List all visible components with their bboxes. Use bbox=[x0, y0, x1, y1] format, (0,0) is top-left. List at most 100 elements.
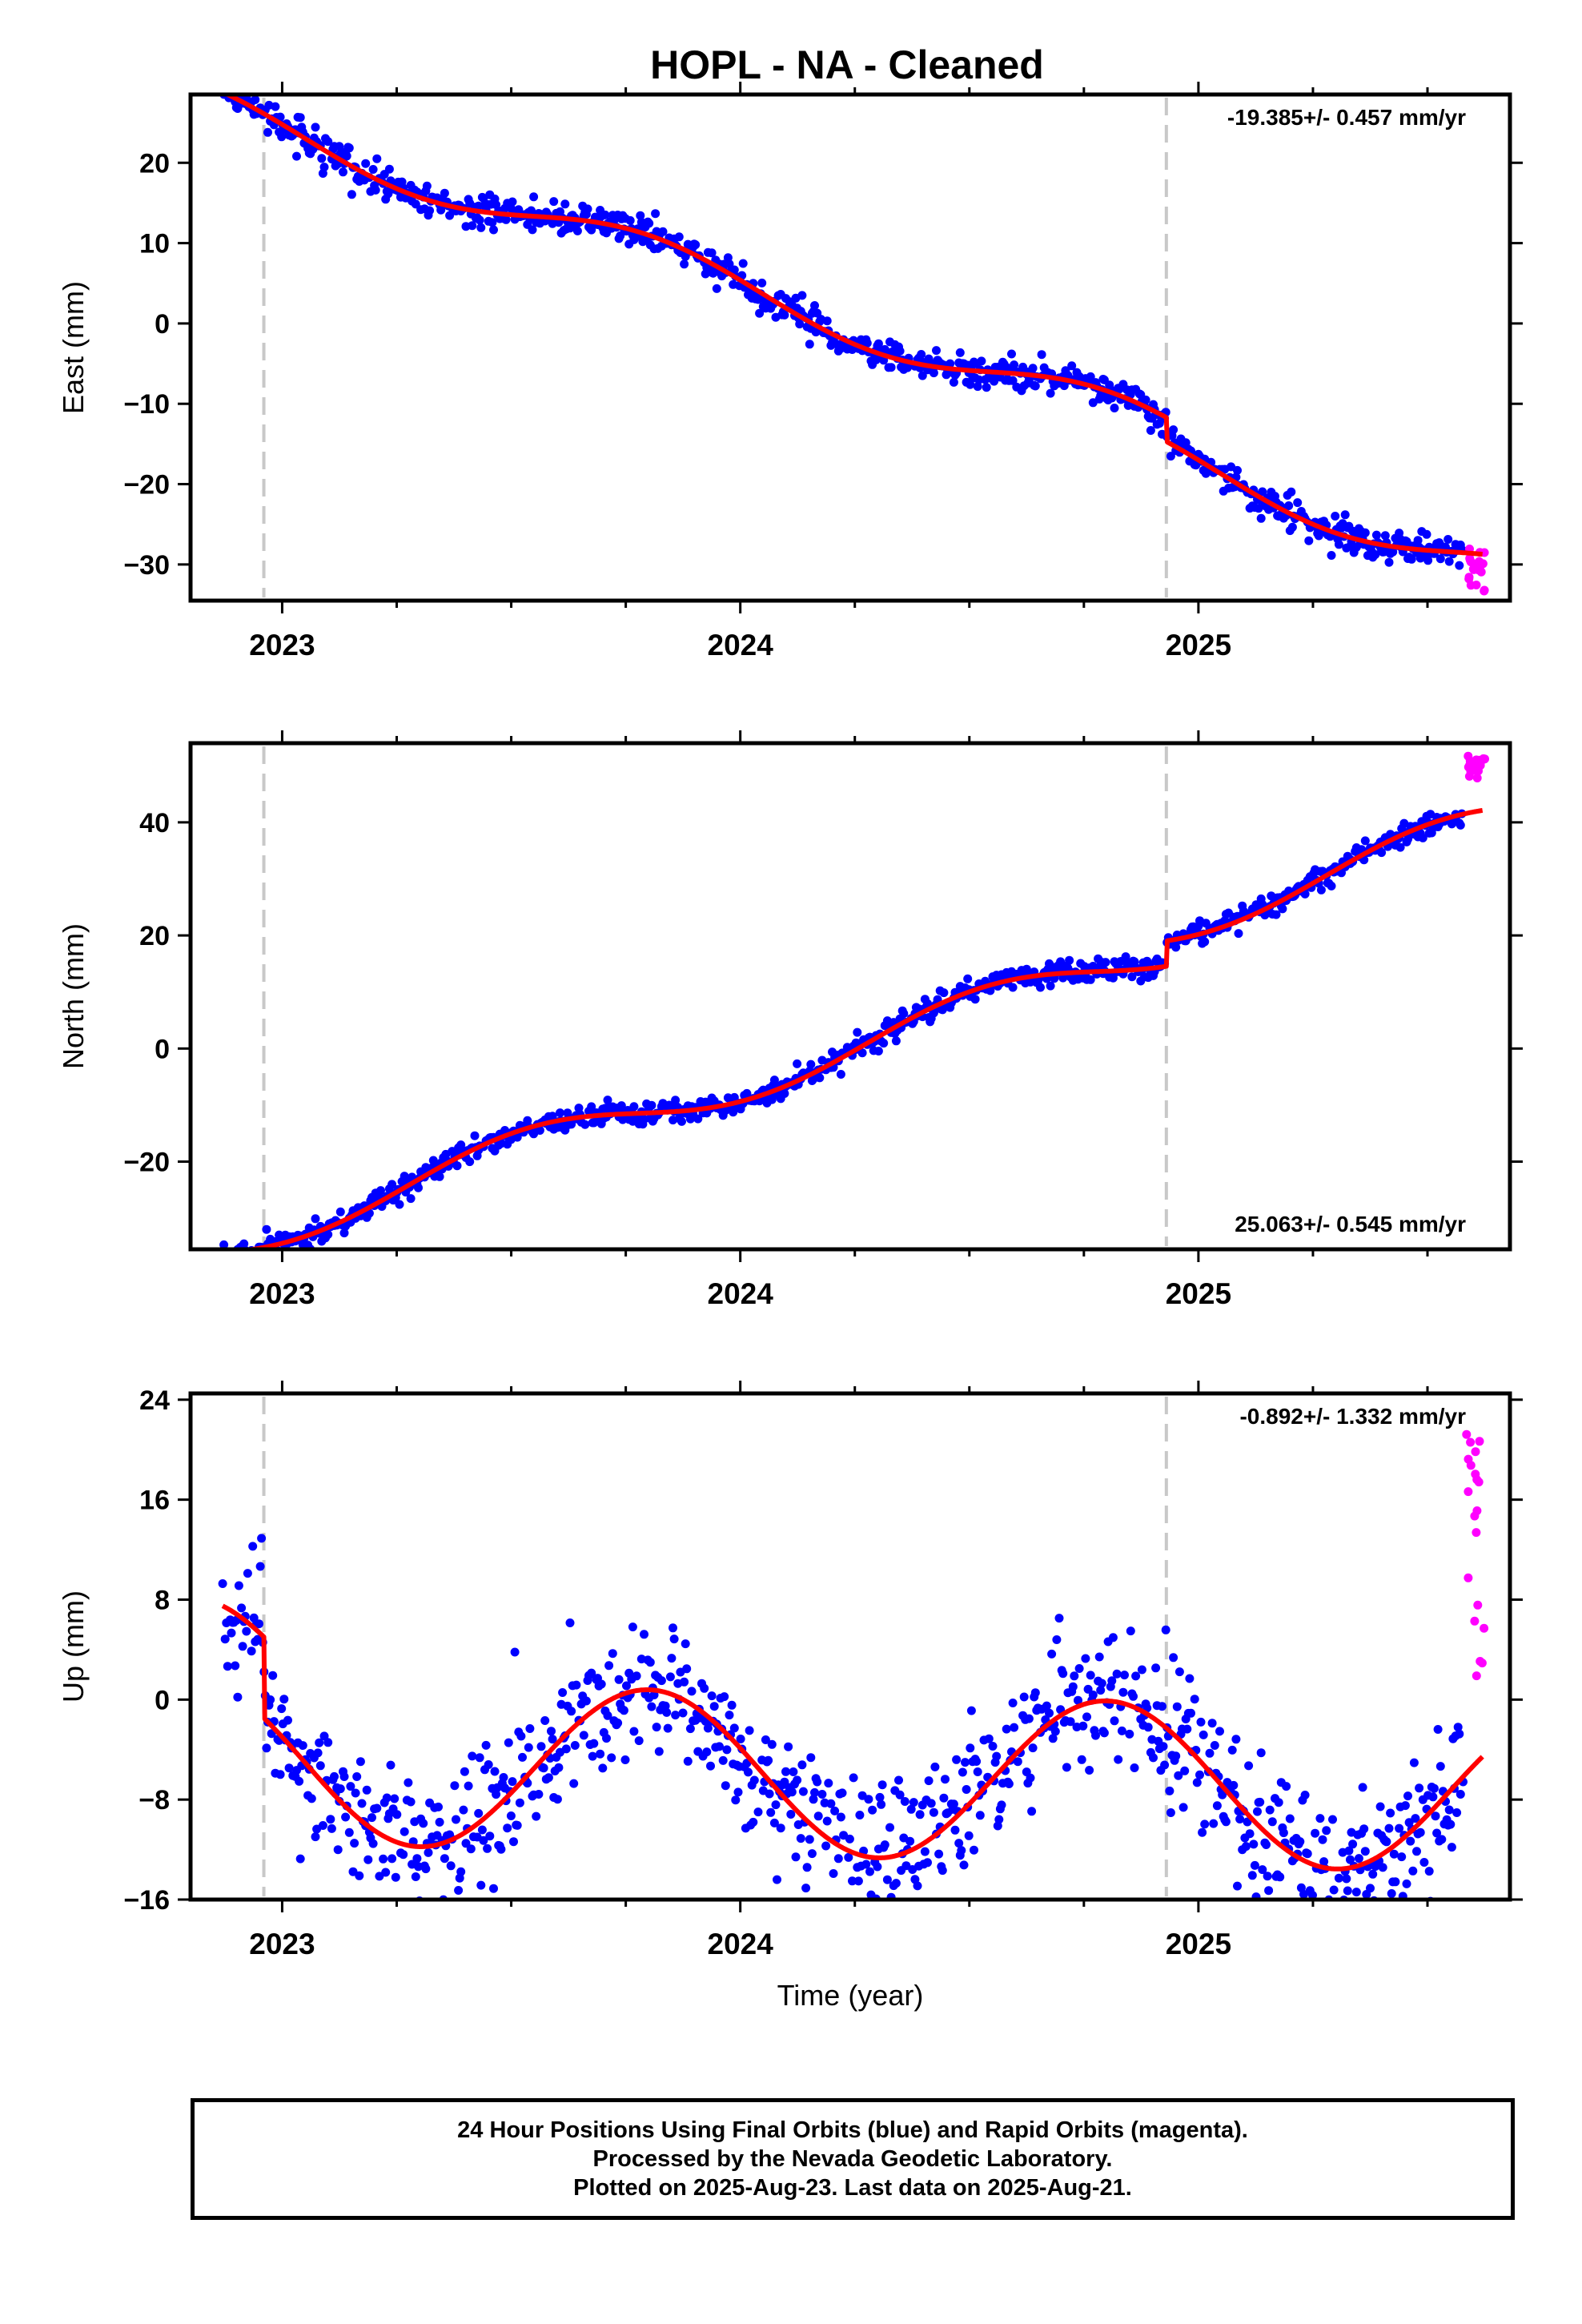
final-orbit-point bbox=[1329, 1885, 1339, 1895]
final-orbit-point bbox=[434, 1802, 443, 1811]
final-orbit-point bbox=[1199, 1730, 1208, 1739]
model-fit-line bbox=[222, 94, 1484, 557]
final-orbit-point bbox=[662, 1707, 672, 1717]
final-orbit-point bbox=[1205, 1748, 1215, 1758]
final-orbit-point bbox=[1368, 1869, 1378, 1879]
final-orbit-point bbox=[663, 1723, 673, 1733]
final-orbit-point bbox=[877, 1780, 887, 1790]
final-orbit-point bbox=[1074, 1664, 1084, 1673]
final-orbit-point bbox=[1415, 1783, 1424, 1793]
final-orbit-point bbox=[1004, 1779, 1014, 1788]
final-orbit-point bbox=[1118, 1687, 1128, 1697]
final-orbit-point bbox=[665, 1672, 675, 1682]
final-orbit-point bbox=[1452, 1808, 1462, 1817]
final-orbit-point bbox=[836, 1812, 845, 1822]
final-orbit-point bbox=[1318, 1835, 1327, 1844]
rapid-orbit-point bbox=[1471, 1447, 1480, 1457]
final-orbit-point bbox=[1171, 1751, 1181, 1761]
final-orbit-point bbox=[1415, 1827, 1425, 1837]
rate-annotation: 25.063+/- 0.545 mm/yr bbox=[1235, 1212, 1466, 1236]
final-orbit-point bbox=[886, 363, 896, 372]
final-orbit-point bbox=[738, 259, 748, 268]
final-orbit-point bbox=[1327, 551, 1336, 560]
final-orbit-point bbox=[1264, 1886, 1274, 1896]
final-orbit-point bbox=[954, 1839, 964, 1848]
final-orbit-point bbox=[1065, 955, 1074, 965]
final-orbit-point bbox=[780, 1089, 789, 1098]
data-points bbox=[218, 1429, 1489, 1938]
final-orbit-point bbox=[920, 1847, 930, 1856]
final-orbit-point bbox=[1078, 1721, 1088, 1731]
final-orbit-point bbox=[382, 1793, 391, 1803]
final-orbit-point bbox=[387, 1180, 397, 1189]
final-orbit-point bbox=[460, 1767, 469, 1776]
final-orbit-point bbox=[318, 1821, 327, 1830]
final-orbit-point bbox=[915, 1810, 925, 1819]
final-orbit-point bbox=[857, 1048, 867, 1058]
final-orbit-point bbox=[341, 1812, 351, 1822]
final-orbit-point bbox=[603, 1711, 612, 1720]
final-orbit-point bbox=[509, 1837, 518, 1847]
final-orbit-point bbox=[1319, 1857, 1329, 1867]
final-orbit-point bbox=[634, 1736, 644, 1746]
final-orbit-point bbox=[926, 1799, 936, 1808]
final-orbit-point bbox=[1086, 1671, 1095, 1680]
final-orbit-point bbox=[822, 316, 832, 326]
final-orbit-point bbox=[973, 1767, 982, 1776]
final-orbit-point bbox=[1429, 1783, 1439, 1793]
final-orbit-point bbox=[588, 1751, 597, 1761]
final-orbit-point bbox=[295, 1854, 305, 1864]
final-orbit-point bbox=[233, 1692, 243, 1702]
final-orbit-point bbox=[784, 1742, 793, 1751]
final-orbit-point bbox=[379, 1854, 388, 1864]
final-orbit-point bbox=[725, 259, 734, 269]
final-orbit-point bbox=[941, 1775, 950, 1784]
final-orbit-point bbox=[797, 1760, 807, 1770]
final-orbit-point bbox=[693, 1114, 703, 1124]
panel-north: −20 0 20 40 2023 2024 2025 North (mm) 25.063+/- … bbox=[57, 730, 1523, 1310]
final-orbit-point bbox=[1172, 1702, 1182, 1711]
final-orbit-point bbox=[616, 1101, 626, 1111]
final-orbit-point bbox=[579, 1731, 588, 1740]
final-orbit-point bbox=[600, 210, 610, 219]
final-orbit-point bbox=[844, 1852, 853, 1862]
x-axis-label: Time (year) bbox=[777, 1979, 924, 2012]
final-orbit-point bbox=[1131, 1671, 1141, 1681]
final-orbit-point bbox=[295, 113, 305, 123]
final-orbit-point bbox=[1085, 1766, 1094, 1775]
final-orbit-point bbox=[1151, 1663, 1161, 1673]
final-orbit-point bbox=[614, 1675, 624, 1684]
final-orbit-point bbox=[476, 1880, 486, 1890]
final-orbit-point bbox=[275, 112, 285, 122]
final-orbit-point bbox=[813, 1811, 823, 1821]
final-orbit-point bbox=[1343, 1886, 1352, 1896]
final-orbit-point bbox=[894, 1775, 903, 1785]
final-orbit-point bbox=[496, 1844, 506, 1854]
final-orbit-point bbox=[524, 1743, 533, 1752]
final-orbit-point bbox=[323, 137, 333, 147]
final-orbit-point bbox=[1397, 1852, 1407, 1862]
final-orbit-point bbox=[421, 1864, 431, 1874]
final-orbit-point bbox=[230, 1257, 239, 1266]
final-orbit-point bbox=[508, 1777, 517, 1787]
final-orbit-point bbox=[1127, 972, 1137, 982]
final-orbit-point bbox=[587, 225, 596, 235]
rapid-orbit-point bbox=[1475, 1437, 1484, 1446]
y-tick-label: 0 bbox=[155, 309, 170, 340]
final-orbit-point bbox=[1165, 1786, 1174, 1795]
final-orbit-point bbox=[632, 1671, 641, 1681]
final-orbit-point bbox=[1258, 1865, 1267, 1875]
final-orbit-point bbox=[456, 1867, 466, 1876]
final-orbit-point bbox=[745, 1726, 754, 1735]
y-tick-label: 20 bbox=[139, 921, 170, 951]
final-orbit-point bbox=[888, 1929, 897, 1938]
final-orbit-point bbox=[1256, 513, 1266, 523]
final-orbit-point bbox=[561, 1744, 571, 1754]
final-orbit-point bbox=[1287, 487, 1296, 497]
final-orbit-point bbox=[1371, 530, 1381, 540]
final-orbit-point bbox=[1010, 360, 1019, 370]
final-orbit-point bbox=[367, 1813, 376, 1823]
final-orbit-point bbox=[446, 1861, 456, 1871]
final-orbit-point bbox=[727, 1700, 737, 1710]
final-orbit-point bbox=[997, 1800, 1006, 1810]
